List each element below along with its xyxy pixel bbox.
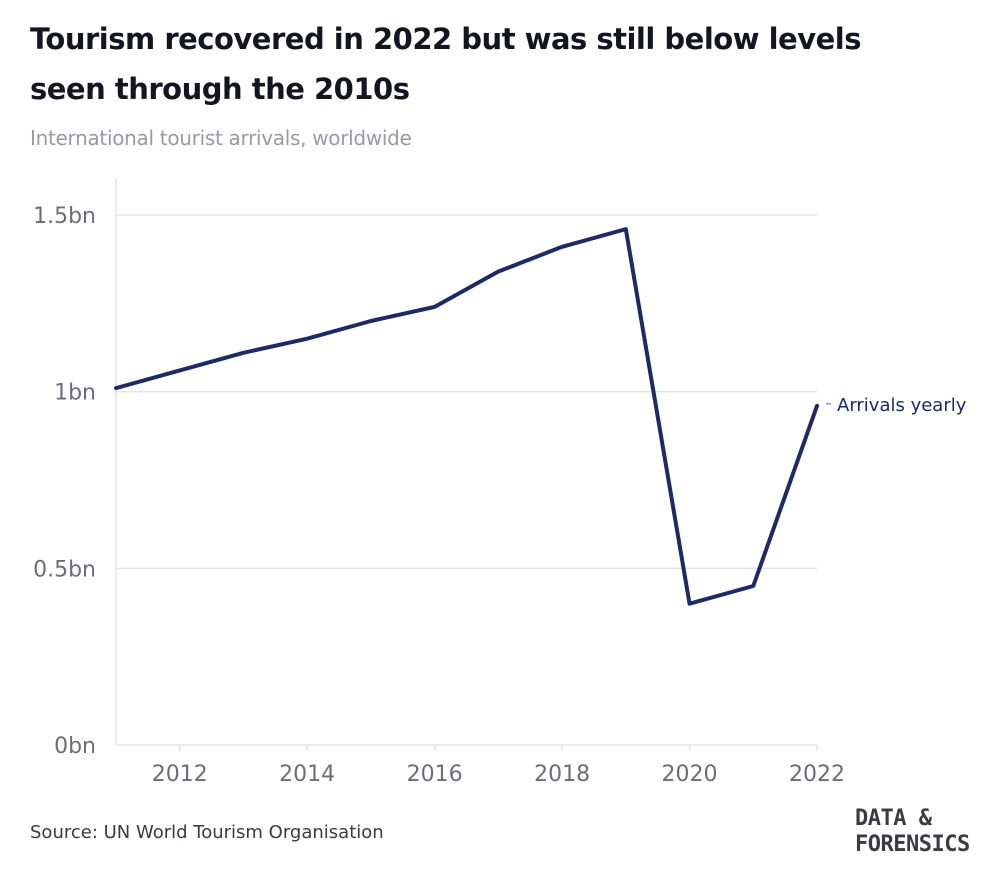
logo-line-2: FORENSICS bbox=[855, 832, 970, 857]
chart-title: Tourism recovered in 2022 but was still … bbox=[30, 22, 861, 106]
y-tick-label: 1bn bbox=[54, 381, 96, 406]
x-tick-label: 2014 bbox=[279, 762, 335, 787]
x-tick-label: 2016 bbox=[407, 762, 463, 787]
series-labels: Arrivals yearly bbox=[826, 395, 967, 416]
y-tick-label: 0bn bbox=[54, 734, 96, 759]
series-label-arrivals: Arrivals yearly bbox=[837, 395, 967, 416]
data-forensics-logo: DATA & FORENSICS bbox=[855, 806, 970, 858]
source-note: Source: UN World Tourism Organisation bbox=[30, 822, 384, 843]
x-tick-label: 2018 bbox=[534, 762, 590, 787]
series-layer bbox=[114, 227, 819, 606]
chart-subtitle: International tourist arrivals, worldwid… bbox=[30, 126, 412, 150]
logo-line-1: DATA & bbox=[855, 806, 932, 831]
gridlines bbox=[116, 214, 817, 746]
series-line-arrivals bbox=[114, 227, 819, 606]
x-tick-label: 2020 bbox=[662, 762, 718, 787]
x-tick-label: 2022 bbox=[789, 762, 845, 787]
x-tick-label: 2012 bbox=[152, 762, 208, 787]
y-tick-label: 1.5bn bbox=[33, 204, 96, 229]
y-tick-label: 0.5bn bbox=[33, 557, 96, 582]
x-axis: 2012 2014 2016 2018 2020 2022 bbox=[152, 745, 845, 787]
y-axis: 0bn 0.5bn 1bn 1.5bn bbox=[33, 178, 117, 759]
